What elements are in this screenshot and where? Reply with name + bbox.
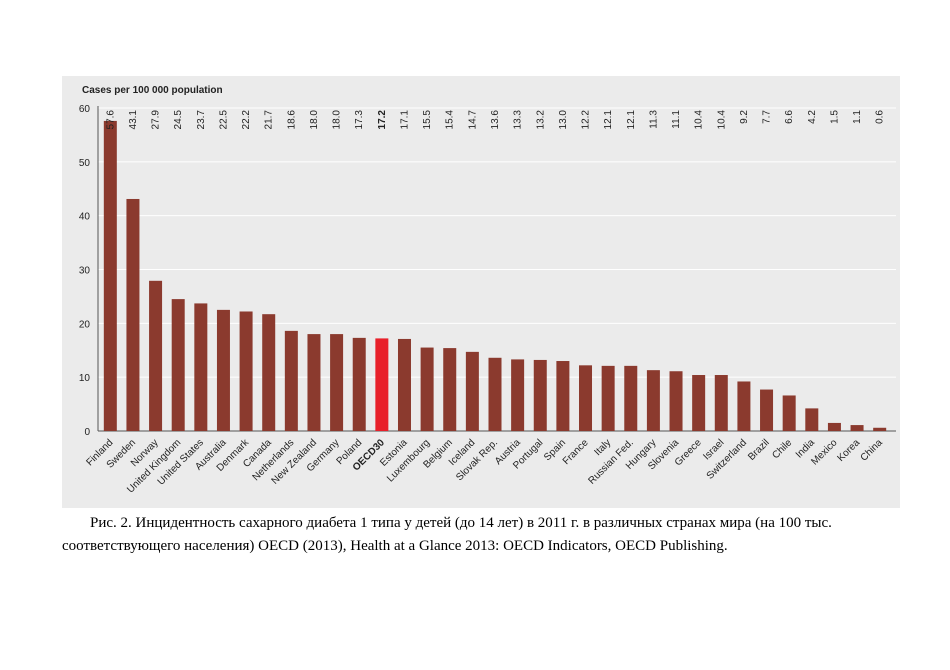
bar	[646, 370, 660, 431]
bar	[307, 334, 321, 431]
bar	[171, 299, 185, 431]
category-label: Brazil	[746, 437, 771, 462]
caption-text: Рис. 2. Инцидентность сахарного диабета …	[62, 515, 832, 554]
figure-caption: Рис. 2. Инцидентность сахарного диабета …	[62, 512, 900, 558]
bar-chart: Cases per 100 000 population 0 10 20 30 40 50 6…	[79, 85, 896, 495]
bar	[579, 365, 593, 431]
bar	[239, 311, 253, 431]
value-label: 13.3	[513, 110, 524, 130]
category-label: France	[561, 437, 591, 467]
bar	[352, 337, 366, 431]
bar	[850, 425, 864, 431]
category-label: Korea	[836, 437, 863, 464]
bar	[103, 120, 117, 432]
value-label: 12.1	[603, 110, 614, 130]
value-label: 17.3	[354, 110, 365, 130]
value-label: 23.7	[196, 110, 207, 130]
bar	[216, 309, 230, 431]
y-tick-label: 0	[84, 427, 90, 438]
value-label: 43.1	[128, 110, 139, 130]
bar	[805, 408, 819, 431]
value-label: 12.1	[626, 110, 637, 130]
value-label: 11.3	[648, 110, 659, 129]
y-tick-label: 30	[79, 266, 91, 277]
bar	[782, 395, 796, 431]
value-label: 10.4	[716, 110, 727, 130]
bar	[714, 375, 728, 431]
value-label: 18.0	[309, 110, 320, 130]
bar	[760, 389, 774, 431]
value-label: 1.1	[852, 110, 863, 124]
value-label: 13.2	[535, 110, 546, 130]
bar	[624, 365, 638, 431]
chart-panel: Cases per 100 000 population 0 10 20 30 40 50 6…	[62, 76, 900, 508]
value-label: 9.2	[739, 110, 750, 124]
y-tick-label: 50	[79, 158, 91, 169]
category-label: Mexico	[809, 437, 839, 467]
value-label: 11.1	[671, 110, 682, 129]
value-label: 14.7	[467, 110, 478, 130]
value-label: 15.4	[445, 110, 456, 130]
bar	[443, 348, 457, 431]
value-label: 21.7	[264, 110, 275, 130]
value-label: 13.0	[558, 110, 569, 130]
value-label: 0.6	[875, 110, 886, 124]
y-tick-label: 20	[79, 319, 91, 330]
value-label: 17.2	[377, 110, 388, 130]
value-label: 10.4	[694, 110, 705, 130]
value-label: 27.9	[151, 110, 162, 130]
category-label: Chile	[770, 437, 794, 461]
value-label: 18.0	[332, 110, 343, 130]
bar	[262, 314, 276, 431]
y-tick-label: 60	[79, 104, 91, 115]
y-axis-label: Cases per 100 000 population	[82, 85, 223, 96]
bar	[126, 198, 140, 431]
bar	[669, 371, 683, 431]
bar	[488, 357, 502, 431]
bar	[465, 351, 479, 431]
y-tick-label: 40	[79, 212, 91, 223]
value-label: 57.6	[105, 110, 116, 130]
value-label: 4.2	[807, 110, 818, 124]
bar	[420, 347, 434, 431]
value-label: 22.5	[218, 110, 229, 130]
bar	[827, 422, 841, 431]
value-label: 22.2	[241, 110, 252, 130]
bar	[692, 375, 706, 431]
bar	[873, 427, 887, 431]
value-label: 18.6	[286, 110, 297, 130]
value-label: 17.1	[399, 110, 410, 130]
value-label: 1.5	[829, 110, 840, 124]
bar	[556, 361, 570, 431]
bar	[375, 338, 389, 431]
value-label: 6.6	[784, 110, 795, 124]
value-label: 24.5	[173, 110, 184, 130]
bar	[737, 381, 751, 431]
value-label: 12.2	[581, 110, 592, 130]
bar	[284, 330, 298, 431]
bar	[397, 338, 411, 431]
bar	[330, 334, 344, 431]
value-label: 7.7	[762, 110, 773, 124]
value-label: 13.6	[490, 110, 501, 130]
bar	[149, 280, 163, 431]
bar	[601, 365, 615, 431]
category-label: China	[859, 437, 886, 464]
y-tick-label: 10	[79, 373, 91, 384]
bar	[194, 303, 208, 431]
value-label: 15.5	[422, 110, 433, 130]
bar	[533, 359, 547, 431]
bar	[511, 359, 525, 431]
